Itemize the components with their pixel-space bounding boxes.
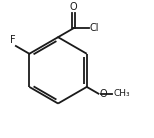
Text: CH₃: CH₃ — [113, 89, 130, 98]
Text: F: F — [10, 35, 15, 45]
Text: O: O — [69, 2, 77, 12]
Text: Cl: Cl — [89, 23, 99, 33]
Text: O: O — [99, 89, 107, 99]
